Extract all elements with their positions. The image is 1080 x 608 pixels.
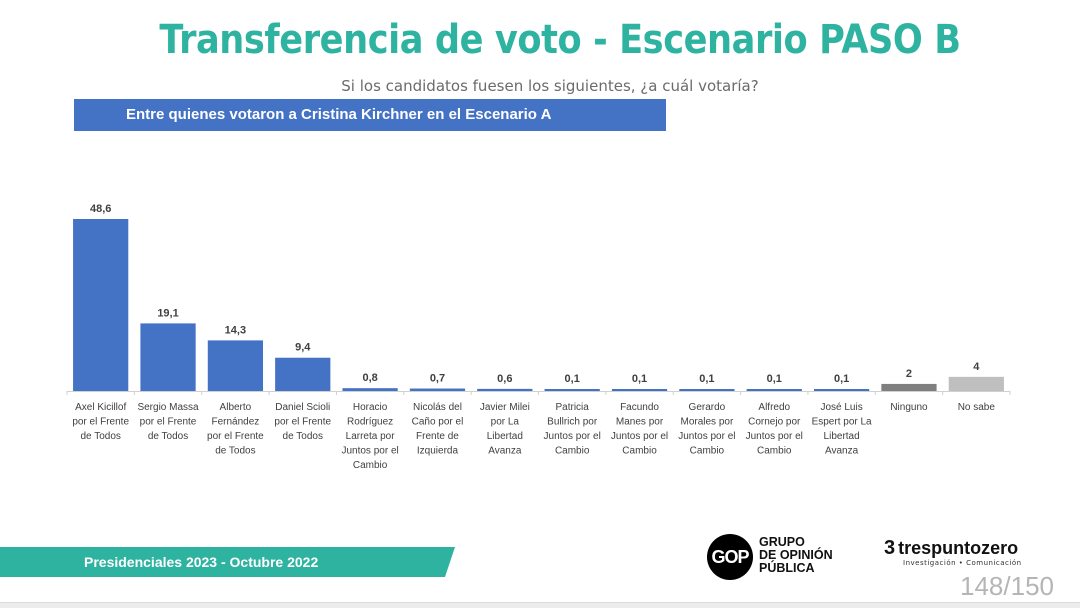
gop-line-3: PÚBLICA: [759, 561, 815, 575]
bar: [342, 388, 398, 391]
bar: [544, 389, 600, 391]
category-label: Alfredo Cornejo por Juntos por el Cambio: [746, 402, 803, 457]
bar: [746, 389, 802, 391]
page-number: 148/150: [960, 571, 1054, 601]
data-label: 0,1: [767, 373, 782, 385]
bar: [813, 389, 870, 391]
slide-subtitle: Si los candidatos fuesen los siguientes,…: [0, 76, 1080, 96]
category-label: Gerardo Morales por Juntos por el Cambio: [678, 402, 735, 457]
data-label: 0,1: [699, 373, 714, 385]
bar: [409, 388, 466, 391]
gop-logo-mark: GOP: [711, 547, 749, 567]
trespuntozero-tagline: Investigación • Comunicación: [903, 559, 1022, 567]
gop-logo-icon: GOP: [707, 534, 753, 580]
data-label: 0,1: [565, 373, 580, 385]
footer-band: [0, 547, 455, 577]
subtitle-text: Si los candidatos fuesen los siguientes,…: [341, 77, 759, 95]
gop-line-2: DE OPINIÓN: [759, 548, 833, 562]
bar: [679, 389, 735, 391]
gop-line-1: GRUPO: [759, 535, 805, 549]
bar: [948, 376, 1004, 391]
category-label: No sabe: [958, 402, 996, 413]
chart-banner: Entre quienes votaron a Cristina Kirchne…: [74, 99, 666, 131]
category-label: Facundo Manes por Juntos por el Cambio: [611, 402, 668, 457]
data-label: 48,6: [90, 203, 111, 215]
data-label: 0,7: [430, 373, 445, 385]
bar: [611, 389, 668, 391]
trespuntozero-logo: 3 trespuntozero: [884, 538, 1044, 559]
category-label: José Luis Espert por La Libertad Avanza: [812, 402, 872, 457]
category-label: Javier Milei por La Libertad Avanza: [480, 402, 530, 457]
data-label: 0,8: [362, 372, 377, 384]
viewer-bottom-bar: [0, 602, 1080, 608]
category-label: Nicolás del Caño por el Frente de Izquierda: [412, 402, 464, 457]
slide-title: Transferencia de voto - Escenario PASO B: [159, 17, 961, 63]
data-label: 9,4: [295, 342, 311, 354]
category-label: Patricia Bullrich por Juntos por el Cambio: [544, 402, 601, 457]
category-label: Sergio Massa por el Frente de Todos: [137, 402, 199, 442]
bar: [477, 388, 533, 391]
data-label: 2: [906, 368, 912, 380]
footer-label: Presidenciales 2023 - Octubre 2022: [84, 554, 319, 570]
category-label: Ninguno: [890, 402, 928, 413]
category-label: Horacio Rodríguez Larreta por Juntos por el…: [341, 402, 398, 471]
category-label: Alberto Fernández por el Frente de Todos: [207, 402, 264, 457]
category-label: Daniel Scioli por el Frente de Todos: [274, 402, 331, 442]
data-label: 0,6: [497, 373, 512, 385]
bar: [275, 357, 331, 391]
data-label: 0,1: [632, 373, 647, 385]
trespuntozero-name: trespuntozero: [898, 538, 1019, 558]
category-label: Axel Kicillof por el Frente de Todos: [72, 402, 129, 442]
data-label: 4: [973, 361, 980, 373]
bar: [207, 340, 264, 391]
trespuntozero-block: 3 trespuntozero Investigación • Comunicac…: [884, 538, 1044, 568]
data-label: 14,3: [225, 324, 246, 336]
trespuntozero-mark-icon: 3: [884, 537, 896, 559]
data-label: 0,1: [834, 373, 849, 385]
bar: [73, 219, 129, 391]
bar: [881, 383, 937, 391]
gop-logo-text: GRUPO DE OPINIÓN PÚBLICA: [759, 536, 833, 575]
data-label: 19,1: [157, 307, 178, 319]
bar: [140, 323, 196, 391]
